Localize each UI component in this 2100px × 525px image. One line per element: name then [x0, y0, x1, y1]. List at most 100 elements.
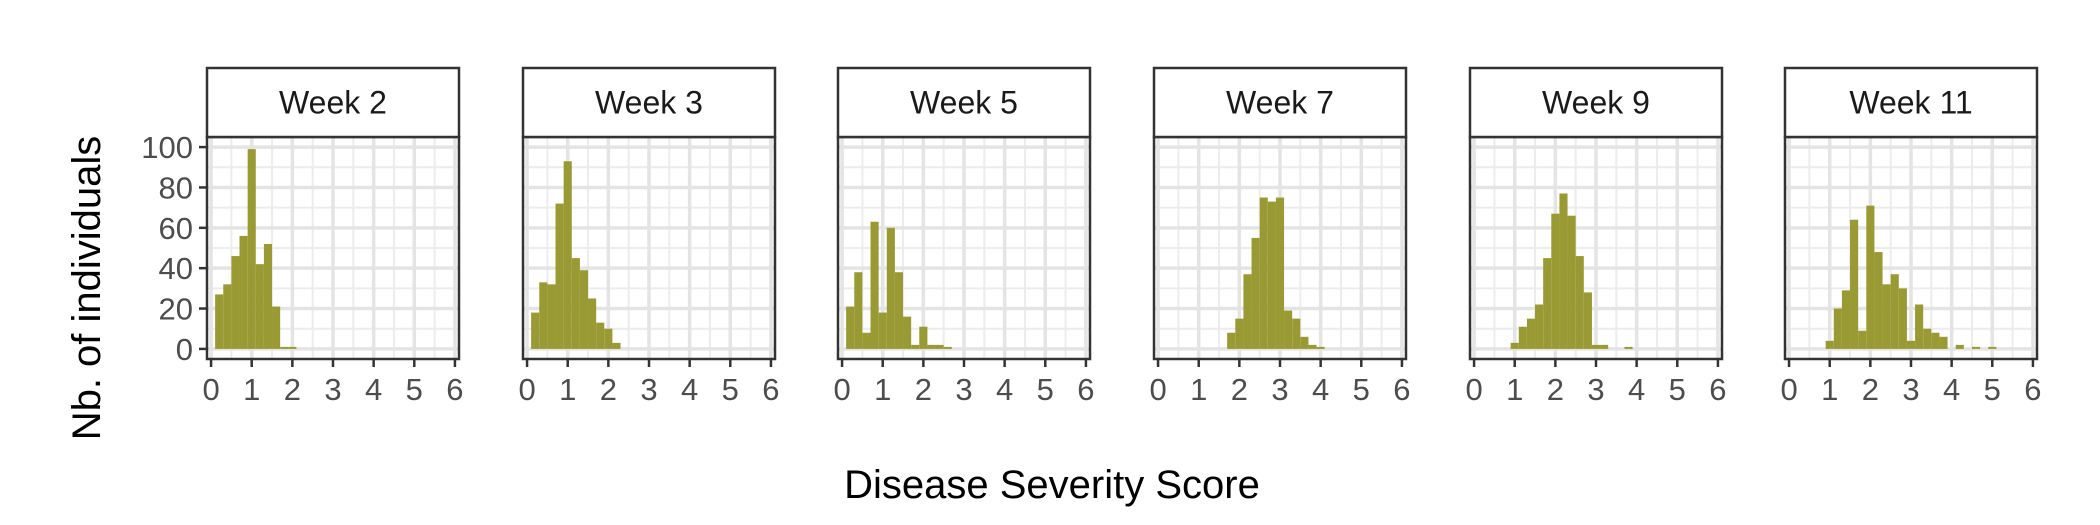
x-tick-label: 6 [1077, 372, 1094, 407]
histogram-bar [1567, 215, 1576, 349]
histogram-bars [846, 221, 952, 349]
histogram-bar [1575, 256, 1584, 349]
histogram-bar [231, 256, 240, 349]
histogram-bar [272, 306, 281, 349]
histogram-bar [604, 328, 613, 349]
x-tick-label: 6 [762, 372, 779, 407]
x-tick-label: 0 [833, 372, 850, 407]
histogram-bar [1825, 340, 1834, 349]
histogram-bar [1600, 344, 1609, 349]
histogram-bar [1251, 237, 1260, 349]
histogram-bar [1583, 292, 1592, 349]
histogram-bar [223, 284, 232, 349]
panel: Week 11 0 1 2 3 4 5 6 [1780, 66, 2042, 407]
histogram-bar [239, 235, 248, 349]
histogram-bar [531, 312, 540, 349]
facet-strip-label: Week 11 [1849, 85, 1972, 121]
facet-strip-label: Week 2 [279, 85, 387, 121]
x-axis-title: Disease Severity Score [844, 463, 1260, 507]
grid-lines [1470, 137, 1722, 359]
facet-strip [1783, 66, 2039, 139]
y-tick-label: 20 [159, 292, 193, 327]
x-tick-label: 2 [1547, 372, 1564, 407]
x-tick-label: 4 [365, 372, 382, 407]
histogram-bar [1898, 288, 1907, 349]
x-tick-label: 2 [1231, 372, 1248, 407]
histogram-bar [1535, 304, 1544, 349]
x-tick-label: 6 [1709, 372, 1726, 407]
x-tick-label: 1 [243, 372, 260, 407]
histogram-bar [579, 270, 589, 349]
histogram-bar [1915, 304, 1924, 349]
histogram-bar [547, 284, 556, 349]
histogram-bars [215, 149, 297, 349]
x-tick-label: 6 [446, 372, 463, 407]
facet-strip-label: Week 5 [910, 85, 1018, 121]
x-tick-label: 3 [1271, 372, 1288, 407]
histogram-bar [247, 149, 256, 349]
x-tick-label: 1 [1821, 372, 1838, 407]
facet-strip [1152, 66, 1408, 139]
histogram-bar [1526, 318, 1536, 349]
facet-strip-label: Week 7 [1226, 85, 1334, 121]
histogram-bar [1988, 346, 1997, 349]
histogram-bar [1316, 346, 1325, 349]
histogram-bar [927, 344, 936, 349]
histogram-bar [1624, 346, 1633, 349]
x-tick-label: 5 [1037, 372, 1054, 407]
histogram-bar [288, 346, 297, 349]
facet-strip-label: Week 9 [1542, 85, 1650, 121]
y-tick-label: 40 [159, 251, 193, 286]
histogram-bar [854, 272, 863, 349]
histogram-bar [903, 316, 912, 349]
y-tick-label: 80 [159, 170, 193, 205]
x-tick-label: 4 [996, 372, 1013, 407]
x-tick-label: 1 [559, 372, 576, 407]
histogram-bar [563, 161, 572, 349]
x-tick-label: 3 [1587, 372, 1604, 407]
x-tick-label: 3 [640, 372, 657, 407]
x-tick-label: 4 [1312, 372, 1329, 407]
histogram-bar [1939, 336, 1948, 349]
facet-strip [836, 66, 1092, 139]
y-tick-label: 100 [141, 130, 193, 165]
histogram-bar [555, 203, 564, 349]
histogram-bar [263, 243, 273, 349]
histogram-bar [612, 342, 621, 349]
histogram-bar [862, 332, 871, 349]
histogram-bar [846, 306, 855, 349]
histogram-bar [1300, 336, 1309, 349]
x-tick-label: 3 [955, 372, 972, 407]
facet-strip [205, 66, 461, 139]
histogram-bar [1559, 193, 1568, 349]
histogram-bars [531, 161, 621, 349]
histogram-bar [1931, 332, 1940, 349]
facet-strip-label: Week 3 [595, 85, 703, 121]
histogram-bar [1518, 326, 1527, 349]
histogram-bar [1906, 340, 1916, 349]
histogram-bar [1841, 290, 1851, 349]
histogram-bar [1874, 252, 1883, 349]
x-tick-label: 2 [1862, 372, 1879, 407]
histogram-bar [886, 227, 895, 349]
y-axis-title: Nb. of individuals [65, 136, 109, 441]
x-tick-label: 1 [1190, 372, 1207, 407]
x-tick-label: 2 [284, 372, 301, 407]
x-tick-label: 0 [1780, 372, 1797, 407]
x-tick-label: 5 [722, 372, 739, 407]
x-tick-label: 1 [874, 372, 891, 407]
x-tick-label: 6 [2024, 372, 2041, 407]
histogram-bar [1551, 213, 1560, 349]
histogram-bar [1923, 328, 1932, 349]
x-tick-label: 0 [202, 372, 219, 407]
histogram-bar [878, 312, 887, 349]
y-tick-label: 60 [159, 211, 193, 246]
histogram-bar [935, 344, 944, 349]
